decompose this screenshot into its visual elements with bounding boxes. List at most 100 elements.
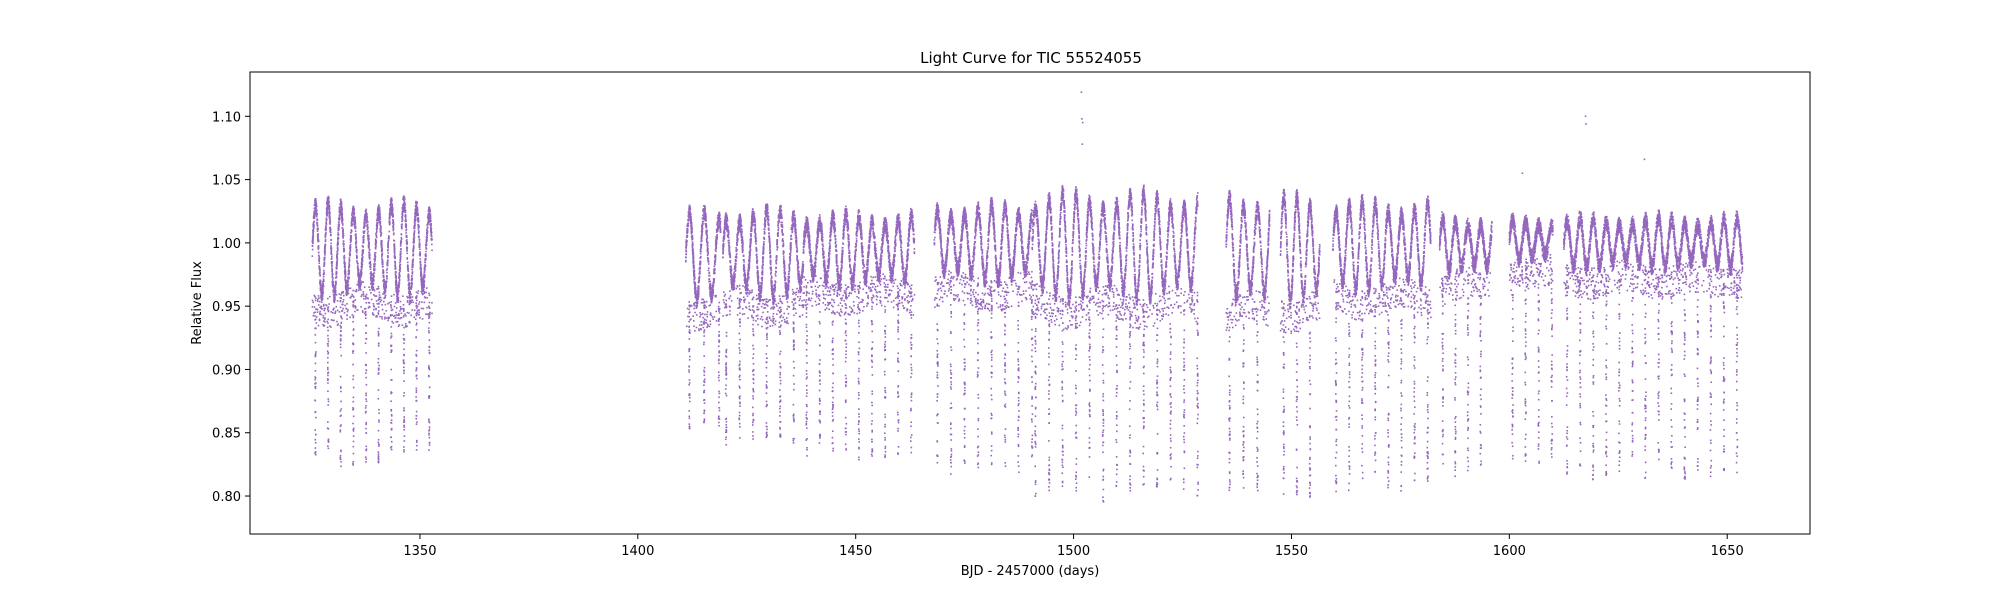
- data-point: [399, 309, 401, 312]
- data-point: [313, 211, 316, 214]
- data-point: [409, 300, 412, 302]
- data-point: [686, 229, 688, 231]
- data-point: [339, 454, 342, 457]
- data-point: [392, 322, 395, 324]
- data-point: [403, 200, 406, 202]
- data-point: [418, 301, 421, 303]
- data-point: [322, 291, 324, 293]
- data-point: [379, 296, 382, 299]
- data-point: [344, 262, 346, 265]
- data-point: [380, 250, 383, 253]
- data-point: [348, 266, 350, 269]
- data-point: [698, 279, 700, 282]
- data-point: [742, 308, 744, 310]
- data-point: [708, 325, 711, 328]
- data-point: [380, 226, 382, 229]
- data-point: [783, 295, 785, 297]
- data-point: [709, 312, 712, 314]
- data-point: [320, 301, 323, 303]
- data-point: [317, 324, 320, 327]
- data-point: [424, 268, 426, 271]
- data-point: [327, 306, 330, 308]
- data-point: [403, 202, 405, 205]
- data-point: [381, 249, 384, 252]
- data-point: [352, 213, 355, 215]
- data-point: [381, 308, 384, 311]
- data-point: [694, 291, 696, 294]
- data-point: [359, 276, 362, 279]
- data-point: [393, 245, 396, 248]
- data-point: [729, 290, 731, 292]
- data-point: [393, 244, 395, 246]
- data-point: [690, 222, 693, 224]
- data-point: [398, 268, 401, 271]
- data-point: [352, 209, 354, 212]
- data-point: [372, 277, 374, 279]
- data-point: [408, 283, 411, 286]
- data-point: [719, 223, 721, 226]
- data-point: [705, 306, 708, 308]
- data-point: [316, 219, 319, 222]
- data-point: [423, 275, 426, 278]
- data-point: [756, 314, 759, 317]
- data-point: [385, 283, 387, 286]
- data-point: [378, 215, 380, 217]
- data-point: [323, 263, 326, 266]
- data-point: [338, 218, 341, 221]
- data-point: [429, 210, 432, 213]
- data-point: [390, 427, 393, 430]
- data-point: [700, 246, 702, 249]
- data-point: [694, 290, 696, 292]
- data-point: [685, 242, 688, 245]
- data-point: [339, 410, 342, 412]
- data-point: [738, 284, 741, 287]
- data-point: [409, 297, 412, 299]
- data-point: [340, 354, 343, 357]
- data-point: [371, 274, 373, 276]
- data-point: [415, 336, 417, 339]
- data-point: [357, 273, 360, 276]
- data-point: [355, 238, 357, 241]
- data-point: [699, 270, 701, 273]
- data-point: [331, 283, 334, 286]
- data-point: [367, 239, 370, 242]
- data-point: [388, 218, 391, 220]
- data-point: [331, 267, 333, 270]
- data-point: [393, 305, 396, 308]
- data-point: [407, 279, 410, 281]
- data-point: [387, 244, 389, 246]
- data-point: [330, 319, 333, 321]
- data-point: [390, 295, 393, 297]
- data-point: [365, 221, 367, 224]
- data-point: [421, 292, 423, 294]
- data-point: [313, 225, 315, 228]
- data-point: [718, 392, 721, 395]
- data-point: [685, 259, 687, 262]
- data-point: [337, 223, 340, 226]
- data-point: [394, 261, 396, 264]
- data-point: [392, 213, 394, 215]
- data-point: [381, 261, 384, 264]
- data-point: [327, 371, 330, 374]
- data-point: [407, 268, 410, 270]
- data-point: [688, 369, 690, 371]
- data-point: [711, 293, 714, 296]
- data-point: [703, 301, 706, 304]
- data-point: [361, 264, 363, 266]
- data-point: [419, 268, 422, 270]
- data-point: [390, 440, 393, 443]
- data-point: [315, 316, 318, 318]
- data-point: [699, 324, 701, 326]
- data-point: [688, 315, 690, 318]
- data-point: [343, 259, 346, 261]
- data-point: [328, 206, 331, 208]
- data-point: [425, 233, 428, 236]
- data-point: [718, 355, 720, 357]
- data-point: [314, 200, 317, 203]
- data-point: [394, 256, 396, 259]
- data-point: [326, 350, 329, 353]
- data-point: [425, 239, 428, 242]
- data-point: [319, 279, 321, 282]
- data-point: [404, 325, 407, 327]
- data-point: [421, 289, 424, 291]
